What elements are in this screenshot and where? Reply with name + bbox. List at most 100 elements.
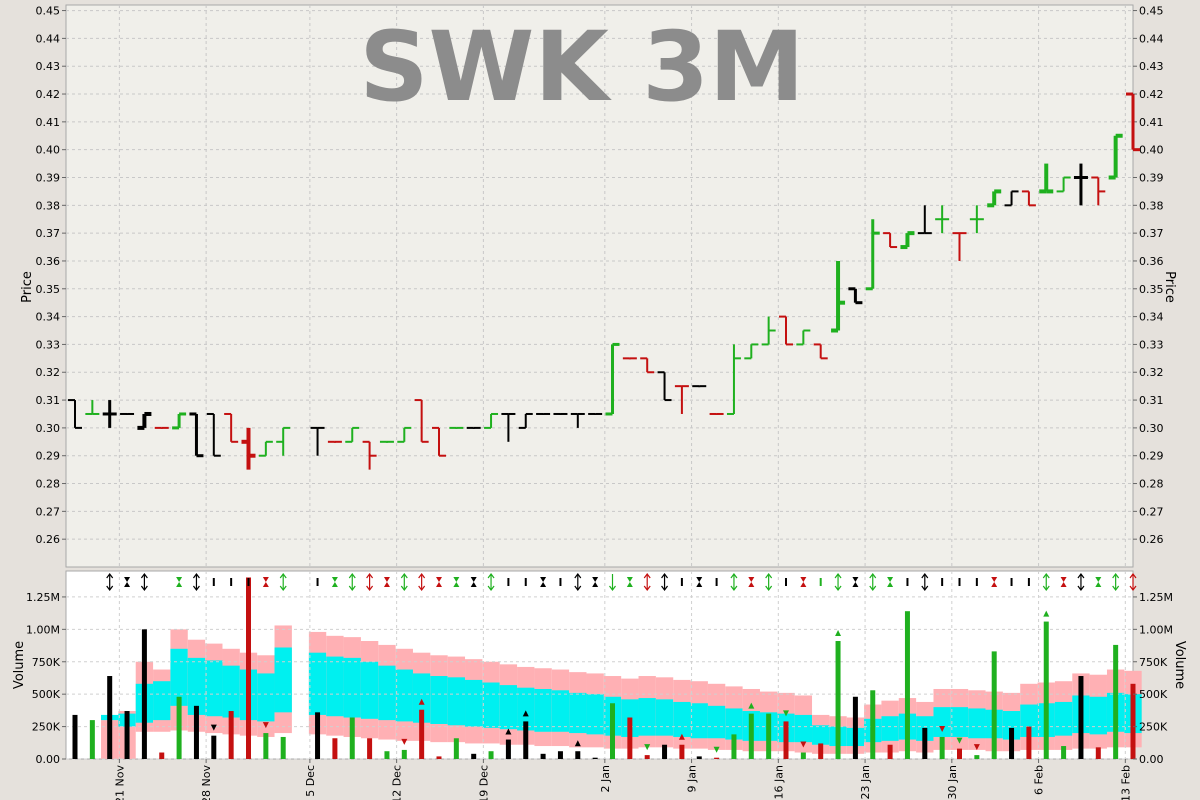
price-tick-label: 0.37 — [1139, 227, 1164, 240]
signal-hourglass-icon — [124, 577, 131, 587]
volume-bar — [974, 755, 980, 759]
price-axis-right: 0.26 0.27 0.28 0.29 0.30 0.31 0.32 0.33 0.34 0.35… — [1133, 5, 1164, 546]
price-tick-label: 0.40 — [36, 144, 61, 157]
volume-bar — [349, 717, 355, 759]
triangle-up-icon — [505, 728, 512, 735]
signal-updown-icon — [869, 573, 877, 591]
volume-axis-label-left: Volume — [12, 641, 27, 689]
price-tick-label: 0.34 — [36, 311, 61, 324]
ohlc-bar — [657, 371, 672, 402]
ohlc-bar — [1073, 163, 1088, 206]
signal-updown-icon — [192, 573, 200, 591]
volume-band-inner — [205, 660, 223, 717]
signal-updown-icon — [765, 573, 773, 591]
volume-bar — [332, 738, 338, 759]
signal-updown-icon — [661, 573, 669, 591]
volume-axis-right: 0.00 250K 500K 750K 1.00M 1.25M — [1133, 591, 1173, 766]
ohlc-bar — [379, 440, 394, 443]
signal-hourglass-icon — [626, 577, 633, 587]
volume-bar — [523, 721, 529, 759]
ohlc-bar — [726, 344, 741, 415]
volume-bar — [107, 676, 113, 759]
date-tick-label: 5 Dec — [304, 765, 317, 797]
ohlc-bar — [68, 399, 82, 429]
volume-tick-label: 500K — [32, 688, 61, 701]
price-axis-label-right: Price — [1162, 271, 1177, 303]
date-tick-label: 21 Nov — [113, 765, 126, 800]
triangle-down-icon — [713, 746, 720, 753]
price-tick-label: 0.43 — [1139, 60, 1164, 73]
volume-bar — [228, 711, 234, 759]
ohlc-bar — [258, 440, 273, 457]
volume-band-inner — [343, 657, 361, 718]
signal-updown-icon — [730, 573, 738, 591]
volume-band-inner — [707, 705, 726, 739]
volume-tick-label: 1.25M — [26, 591, 60, 604]
ohlc-bar — [120, 412, 135, 415]
ohlc-bar — [1091, 176, 1106, 206]
volume-bar — [1026, 726, 1032, 759]
price-tick-label: 0.44 — [1139, 32, 1164, 45]
volume-bar — [176, 696, 182, 759]
ohlc-bar — [414, 399, 429, 443]
ohlc-bar — [865, 219, 880, 291]
volume-band-inner — [517, 687, 535, 731]
volume-band-inner — [257, 673, 275, 722]
volume-bar — [384, 751, 390, 759]
date-tick-label: 28 Nov — [200, 765, 213, 800]
signal-updown-icon — [487, 573, 495, 591]
volume-bar — [783, 721, 789, 759]
price-tick-label: 0.39 — [1139, 171, 1164, 184]
price-tick-label: 0.29 — [1139, 450, 1164, 463]
date-tick-label: 6 Feb — [1033, 765, 1046, 795]
volume-band-inner — [430, 676, 448, 724]
volume-bar — [1130, 683, 1136, 759]
ohlc-bar — [779, 315, 793, 346]
price-tick-label: 0.43 — [36, 60, 61, 73]
price-panel — [65, 4, 1134, 568]
ohlc-bar — [622, 357, 637, 360]
ohlc-bar — [917, 205, 932, 235]
price-tick-label: 0.31 — [36, 394, 61, 407]
ohlc-bar — [570, 412, 585, 428]
volume-band-inner — [308, 652, 327, 715]
volume-band-inner — [690, 703, 708, 739]
date-tick-label: 30 Jan — [946, 765, 959, 799]
volume-bar — [904, 611, 910, 759]
ohlc-bar — [432, 426, 446, 457]
volume-band-inner — [412, 673, 431, 723]
volume-bar — [610, 703, 615, 759]
date-tick-label: 16 Jan — [772, 765, 785, 799]
price-tick-label: 0.32 — [36, 366, 61, 379]
price-tick-label: 0.30 — [36, 422, 61, 435]
volume-bar — [557, 751, 563, 759]
ohlc-bar — [536, 412, 551, 415]
ohlc-bar — [969, 205, 984, 234]
price-tick-label: 0.26 — [36, 533, 61, 546]
volume-bar — [922, 727, 928, 759]
ohlc-bar — [553, 412, 568, 415]
price-tick-label: 0.45 — [36, 5, 61, 18]
signal-hourglass-icon — [453, 577, 460, 587]
volume-bar — [89, 720, 95, 759]
ohlc-bar — [761, 316, 776, 346]
signal-updown-icon — [418, 573, 426, 591]
ohlc-bar — [362, 440, 377, 470]
volume-bar — [627, 717, 633, 759]
date-tick-label: 19 Dec — [477, 765, 490, 800]
chart-title: SWK 3M — [359, 11, 804, 123]
price-tick-label: 0.35 — [1139, 283, 1164, 296]
signal-hourglass-icon — [852, 577, 859, 587]
price-tick-label: 0.32 — [1139, 366, 1164, 379]
price-tick-label: 0.26 — [1139, 533, 1164, 546]
triangle-down-icon — [401, 738, 408, 745]
volume-tick-label: 1.00M — [1139, 623, 1173, 636]
volume-bar — [280, 736, 286, 759]
price-tick-label: 0.39 — [36, 171, 61, 184]
volume-bar — [436, 756, 442, 759]
price-tick-label: 0.27 — [1139, 505, 1164, 518]
price-tick-label: 0.29 — [36, 450, 61, 463]
volume-tick-label: 750K — [1139, 656, 1168, 669]
price-tick-label: 0.40 — [1139, 144, 1164, 157]
signal-hourglass-icon — [470, 577, 477, 587]
